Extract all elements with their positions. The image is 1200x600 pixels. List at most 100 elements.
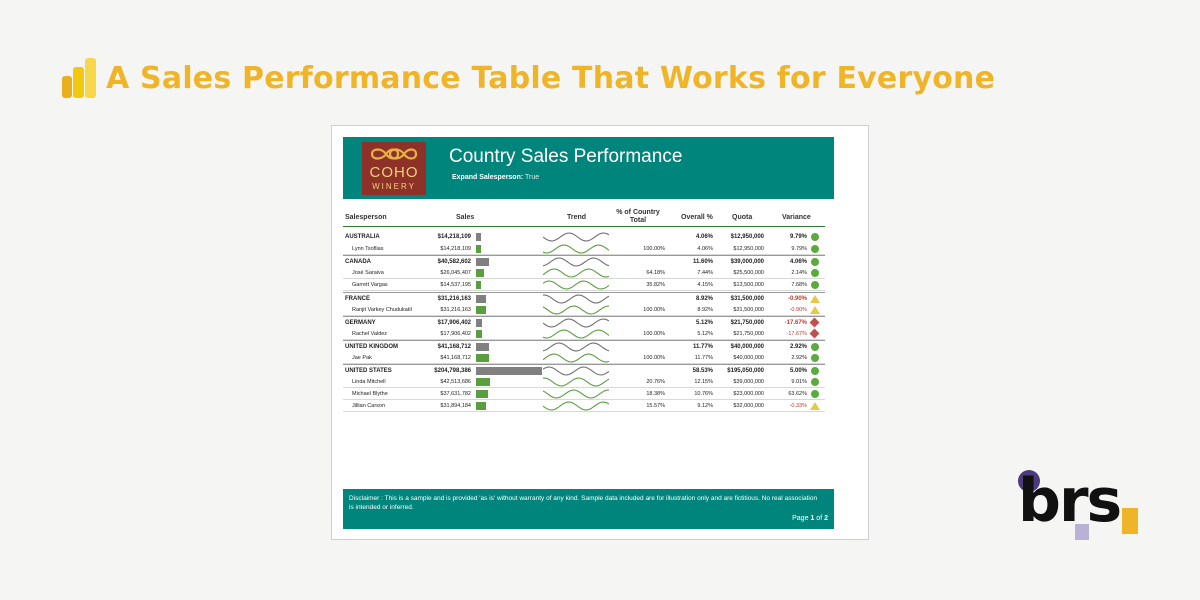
row-pct-country: 35.82% — [646, 282, 665, 289]
row-name: Garrett Vargas — [352, 282, 388, 289]
page-label: Page — [792, 515, 809, 522]
col-header-pct-country: % of Country Total — [616, 209, 660, 224]
sales-bar — [476, 233, 481, 241]
sales-bar — [476, 354, 489, 362]
report-banner: COHO WINERY Country Sales Performance Ex… — [343, 137, 834, 199]
row-overall: 8.92% — [697, 306, 713, 313]
rings-icon — [370, 148, 418, 160]
brs-wordmark: brs — [1018, 466, 1122, 536]
row-quota: $31,500,000 — [730, 295, 764, 302]
sales-bar — [476, 318, 482, 327]
trend-sparkline — [543, 305, 609, 315]
row-quota: $40,000,000 — [730, 343, 764, 350]
country-row: UNITED KINGDOM $41,168,712 11.77% $40,000,0… — [343, 339, 825, 352]
row-pct-country: 100.00% — [643, 330, 665, 337]
row-overall: 5.12% — [695, 319, 713, 326]
header-rule — [343, 226, 825, 227]
status-green-icon — [811, 233, 819, 241]
row-sales: $17,906,402 — [440, 330, 471, 337]
salesperson-row: Garrett Vargas $14,537,195 35.82% 4.15% $13,… — [343, 279, 825, 292]
row-variance: 7.68% — [791, 282, 807, 289]
col-header-sales: Sales — [456, 214, 475, 221]
sales-bar — [476, 269, 484, 278]
brs-accent-square-2 — [1075, 524, 1089, 540]
row-sales: $31,894,184 — [440, 403, 471, 410]
row-name: Jae Pak — [352, 355, 372, 361]
trend-sparkline — [543, 244, 609, 254]
status-green-icon — [811, 354, 819, 362]
row-sales: $37,631,782 — [440, 391, 471, 398]
brs-logo: brs — [1018, 466, 1138, 546]
row-sales: $41,168,712 — [437, 343, 471, 350]
trend-sparkline — [543, 342, 609, 352]
row-overall: 11.60% — [692, 259, 713, 266]
status-yellow-icon — [810, 402, 820, 411]
sales-bar — [476, 305, 486, 314]
headline: A Sales Performance Table That Works for… — [62, 58, 995, 98]
trend-sparkline — [543, 257, 609, 267]
col-header-variance: Variance — [782, 214, 811, 221]
row-pct-country: 18.38% — [646, 391, 665, 398]
row-overall: 7.44% — [697, 270, 713, 277]
expand-value: True — [525, 174, 540, 181]
status-green-icon — [811, 245, 819, 254]
row-variance: 4.06% — [789, 259, 807, 266]
row-variance: 5.00% — [789, 368, 807, 375]
row-sales: $14,218,109 — [440, 246, 471, 253]
row-quota: $39,000,000 — [730, 259, 764, 266]
row-name: José Saraiva — [352, 270, 384, 277]
row-pct-country: 100.00% — [643, 355, 665, 361]
status-green-icon — [811, 367, 819, 376]
row-name: Rachel Valdez — [352, 330, 388, 337]
row-sales: $42,513,686 — [440, 379, 471, 386]
row-pct-country: 100.00% — [643, 306, 665, 313]
row-quota: $40,000,000 — [733, 355, 764, 361]
row-variance: -0.33% — [789, 403, 807, 410]
logo-main-text: COHO — [369, 164, 419, 181]
row-variance: 2.92% — [789, 343, 807, 350]
report-page: COHO WINERY Country Sales Performance Ex… — [331, 125, 869, 540]
row-overall: 58.53% — [692, 368, 713, 375]
row-overall: 4.06% — [697, 246, 713, 253]
row-pct-country: 20.76% — [646, 379, 665, 386]
report-footer: Disclaimer : This is a sample and is pro… — [343, 489, 834, 529]
salesperson-row: Lynn Tsoflias $14,218,109 100.00% 4.06% $12,… — [343, 243, 825, 256]
salesperson-row: José Saraiva $26,045,407 64.18% 7.44% $25,50… — [343, 267, 825, 280]
expand-label: Expand Salesperson: — [452, 174, 524, 181]
row-overall: 4.15% — [697, 282, 713, 289]
row-quota: $32,000,000 — [733, 403, 764, 410]
trend-sparkline — [543, 318, 609, 328]
sales-bar — [476, 367, 542, 376]
trend-sparkline — [543, 329, 609, 339]
country-row: GERMANY $17,906,402 5.12% $21,750,000 -17.67… — [343, 315, 825, 328]
row-quota: $25,500,000 — [733, 270, 764, 277]
row-pct-country: 64.18% — [646, 270, 665, 277]
disclaimer: Disclaimer : This is a sample and is pro… — [349, 495, 818, 511]
country-row: AUSTRALIA $14,218,109 4.06% $12,950,000 9.79… — [343, 231, 825, 243]
row-quota: $12,950,000 — [733, 246, 764, 253]
brs-dot — [1018, 470, 1040, 492]
row-sales: $14,218,109 — [437, 234, 471, 240]
status-green-icon — [811, 258, 819, 267]
page-of: of — [816, 515, 823, 522]
row-variance: 9.79% — [791, 246, 807, 253]
row-sales: $204,798,386 — [434, 368, 471, 375]
row-quota: $23,000,000 — [733, 391, 764, 398]
row-name: AUSTRALIA — [345, 234, 380, 240]
sales-bar — [476, 281, 481, 290]
salesperson-row: Linda Mitchell $42,513,686 20.76% 12.15% $39… — [343, 376, 825, 389]
row-quota: $195,050,000 — [727, 368, 764, 375]
sales-bar — [476, 402, 486, 411]
expand-parameter: Expand Salesperson: True — [452, 174, 539, 181]
row-name: Jillian Carson — [352, 403, 386, 410]
row-overall: 11.77% — [692, 343, 713, 350]
row-overall: 9.12% — [697, 403, 713, 410]
sales-bar — [476, 329, 482, 338]
salesperson-row: Ranjit Varkey Chudukatil $31,216,163 100.0… — [343, 304, 825, 316]
row-quota: $21,750,000 — [730, 319, 764, 326]
row-quota: $21,750,000 — [733, 330, 764, 337]
row-name: Lynn Tsoflias — [352, 246, 384, 253]
col-header-quota: Quota — [732, 214, 753, 221]
page-current: 1 — [810, 515, 815, 522]
brs-accent-square — [1122, 508, 1138, 534]
